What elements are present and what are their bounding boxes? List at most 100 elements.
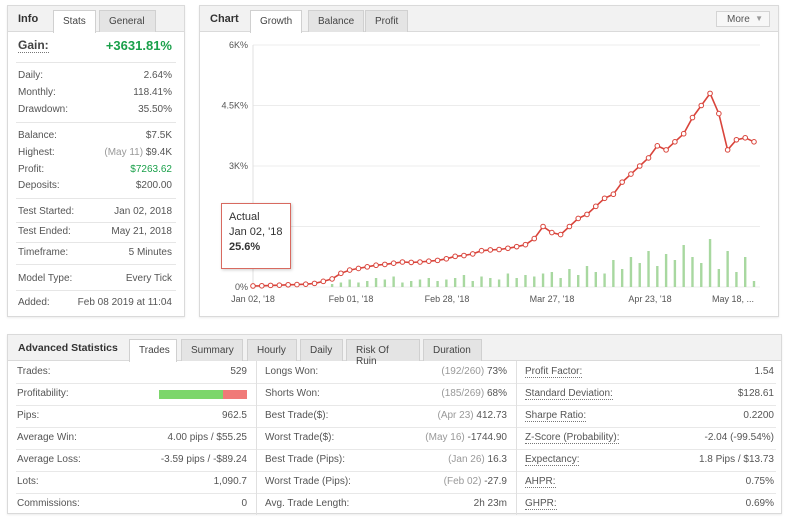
tab-growth[interactable]: Growth <box>250 10 303 33</box>
tooltip-label: Actual <box>229 211 260 223</box>
growth-point <box>469 251 476 257</box>
tab-daily[interactable]: Daily <box>300 339 343 361</box>
tab-general[interactable]: General <box>99 10 156 32</box>
tab-profit[interactable]: Profit <box>365 10 408 32</box>
stat-number: 73% <box>486 366 507 377</box>
stat-label[interactable]: Standard Deviation: <box>525 388 613 400</box>
growth-point <box>250 283 256 289</box>
volume-bar <box>708 239 712 287</box>
volume-bar <box>717 269 721 287</box>
stat-cell: Commissions: 0 <box>8 493 256 515</box>
tab-risk-of-ruin[interactable]: Risk Of Ruin <box>346 339 420 367</box>
stat-cell: Worst Trade($): (May 16) -1744.90 <box>256 427 516 449</box>
x-tick-label: Mar 27, '18 <box>530 294 575 304</box>
stat-cell: Pips: 962.5 <box>8 405 256 427</box>
tab-stats[interactable]: Stats <box>53 10 96 33</box>
monthly-label: Monthly: <box>18 87 56 98</box>
stat-label[interactable]: AHPR: <box>525 476 556 488</box>
row-divider <box>16 493 776 494</box>
growth-point <box>390 260 397 267</box>
tab-hourly[interactable]: Hourly <box>247 339 297 361</box>
deposits-label: Deposits: <box>18 180 60 191</box>
stat-cell: Shorts Won: (185/269) 68% <box>256 383 516 405</box>
volume-bar <box>515 278 518 287</box>
stat-cell: Worst Trade (Pips): (Feb 02) -27.9 <box>256 471 516 493</box>
stat-label: Average Win: <box>17 432 77 443</box>
volume-bar <box>366 281 369 287</box>
stat-value: $128.61 <box>737 388 774 399</box>
gain-label[interactable]: Gain: <box>18 38 49 53</box>
stat-detail: (Jan 26) <box>448 454 488 465</box>
growth-point <box>276 282 283 288</box>
growth-point <box>267 282 274 289</box>
volume-bar <box>462 275 466 287</box>
deposits-value: $200.00 <box>135 180 172 191</box>
stat-label[interactable]: Profit Factor: <box>525 366 583 378</box>
more-dropdown[interactable]: More ▼ <box>716 11 770 27</box>
stat-cell: Profitability: <box>8 383 256 405</box>
advanced-statistics-table: Trades: 529 Profitability: Pips: 962.5 Averag… <box>8 361 783 515</box>
stat-label[interactable]: GHPR: <box>525 498 557 510</box>
stat-label[interactable]: Sharpe Ratio: <box>525 410 587 422</box>
volume-bar <box>550 272 554 287</box>
profitability-win-fill <box>159 390 224 399</box>
growth-point <box>724 147 731 153</box>
highest-value: $9.4K <box>145 147 172 158</box>
balance-label: Balance: <box>18 130 57 141</box>
growth-point <box>592 203 599 210</box>
volume-bar <box>620 269 624 287</box>
stat-label[interactable]: Expectancy: <box>525 454 580 466</box>
growth-point <box>346 267 353 273</box>
tab-trades[interactable]: Trades <box>129 339 177 362</box>
stat-number: 68% <box>486 388 507 399</box>
growth-point <box>733 136 740 143</box>
tab-balance[interactable]: Balance <box>308 10 364 32</box>
stat-number: 16.3 <box>487 454 507 465</box>
volume-bar <box>410 281 413 287</box>
stat-cell: Best Trade (Pips): (Jan 26) 16.3 <box>256 449 516 471</box>
tab-duration[interactable]: Duration <box>423 339 482 361</box>
highest-label: Highest: <box>18 147 55 158</box>
growth-point <box>487 247 494 253</box>
column-divider <box>256 361 257 515</box>
stat-cell: AHPR: 0.75% <box>516 471 783 493</box>
growth-point <box>311 280 318 287</box>
growth-point <box>540 223 546 230</box>
volume-bar <box>524 275 527 287</box>
growth-point <box>531 235 538 242</box>
stat-detail: (185/269) <box>441 388 487 399</box>
stat-number: -27.9 <box>484 476 507 487</box>
stat-cell: Expectancy: 1.8 Pips / $13.73 <box>516 449 783 471</box>
more-label: More <box>727 14 750 25</box>
stat-number: -1744.90 <box>467 432 507 443</box>
volume-bar <box>691 257 694 287</box>
row-divider <box>16 383 776 384</box>
volume-bar <box>673 260 677 287</box>
tab-summary[interactable]: Summary <box>181 339 243 361</box>
stat-label[interactable]: Z-Score (Probability): <box>525 432 620 444</box>
chart-header: Chart Growth Balance Profit More ▼ <box>200 6 778 33</box>
monthly-value: 118.41% <box>133 87 172 98</box>
volume-bar <box>471 281 474 287</box>
volume-bar <box>383 279 387 287</box>
volume-bar <box>497 279 501 287</box>
x-tick-label: Feb 01, '18 <box>329 294 374 304</box>
volume-bar <box>506 273 510 287</box>
growth-point <box>654 143 661 149</box>
growth-point <box>628 171 634 177</box>
volume-bar <box>577 275 580 287</box>
growth-point <box>355 265 362 272</box>
stat-value: (May 16) -1744.90 <box>425 432 507 443</box>
model-type-label: Model Type: <box>18 273 73 284</box>
stat-label: Shorts Won: <box>265 388 320 399</box>
balance-value: $7.5K <box>145 130 172 141</box>
info-header: Info Stats General <box>8 6 184 33</box>
stat-label: Avg. Trade Length: <box>265 498 350 509</box>
stat-cell: Avg. Trade Length: 2h 23m <box>256 493 516 515</box>
timeframe-label: Timeframe: <box>18 247 69 258</box>
stat-cell: Sharpe Ratio: 0.2200 <box>516 405 783 427</box>
volume-bar <box>638 263 641 287</box>
volume-bar <box>612 260 615 287</box>
tooltip-value: 25.6% <box>229 241 261 253</box>
